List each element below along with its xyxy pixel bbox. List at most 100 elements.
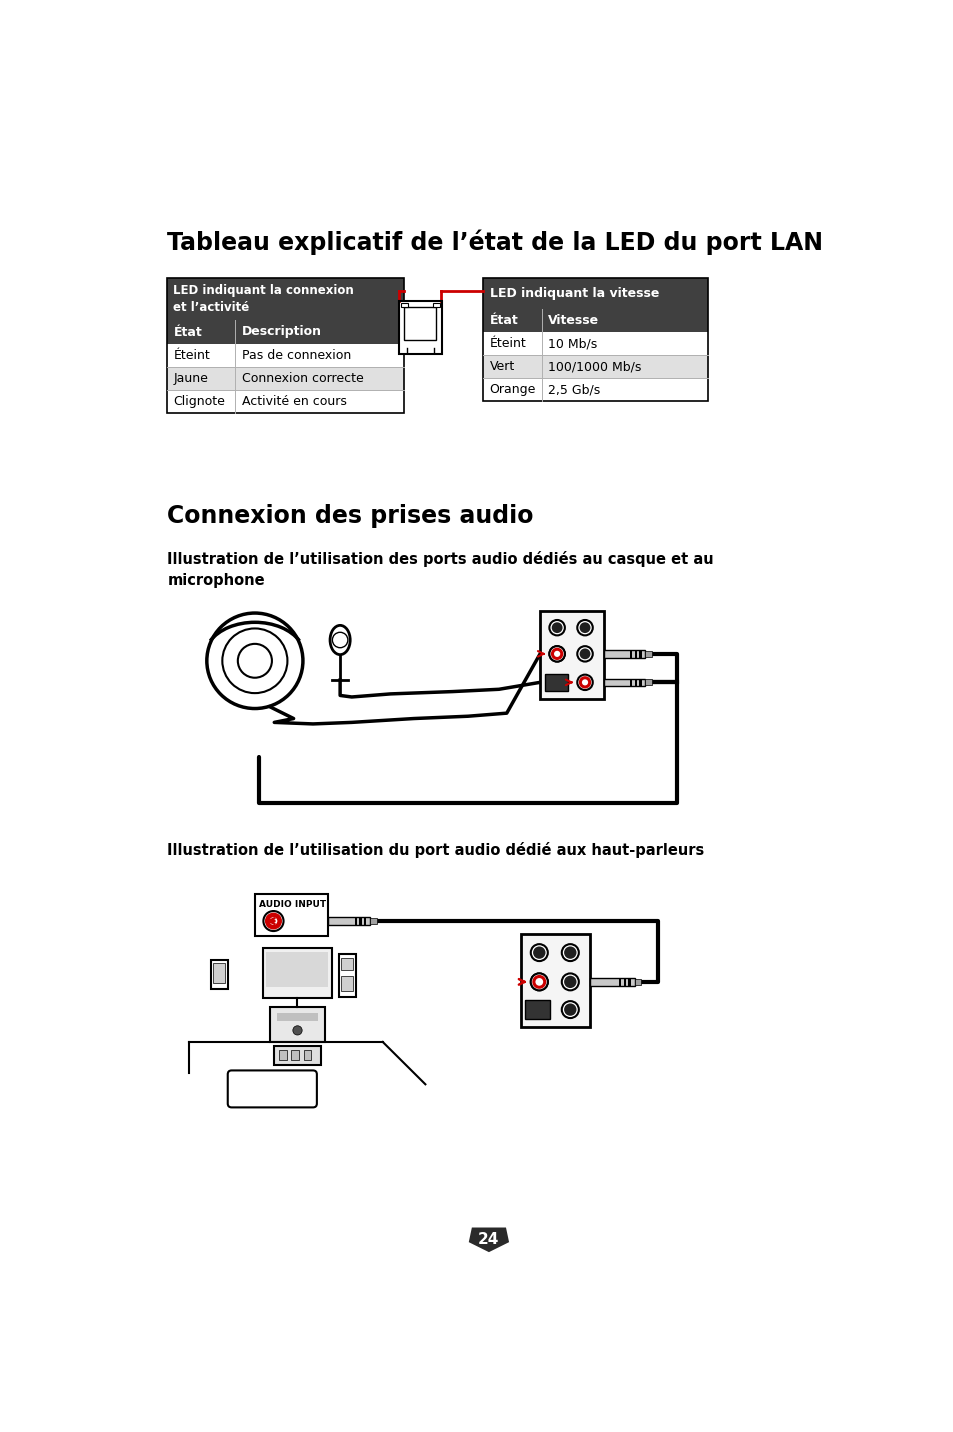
Circle shape [530, 974, 547, 991]
Ellipse shape [330, 626, 350, 654]
Text: AUDIO INPUT: AUDIO INPUT [258, 901, 326, 909]
Bar [167, 390, 403, 412]
Text: Tableau explicatif de l’état de la LED du port LAN: Tableau explicatif de l’état de la LED d… [167, 229, 822, 255]
Bar [291, 1051, 298, 1060]
Circle shape [577, 646, 592, 662]
Bar [355, 918, 356, 925]
Text: LED indiquant la vitesse: LED indiquant la vitesse [489, 286, 659, 299]
Text: 24: 24 [477, 1232, 499, 1247]
Text: Illustration de l’utilisation des ports audio dédiés au casque et au
microphone: Illustration de l’utilisation des ports … [167, 551, 713, 587]
Bar [634, 979, 640, 985]
Circle shape [554, 650, 559, 657]
Bar [483, 332, 707, 355]
Circle shape [551, 623, 562, 633]
Circle shape [579, 649, 590, 659]
Circle shape [581, 679, 587, 686]
Circle shape [561, 944, 578, 961]
Circle shape [563, 975, 576, 988]
Bar [590, 978, 634, 985]
Circle shape [578, 676, 591, 689]
Bar [623, 978, 625, 985]
Bar [539, 610, 603, 699]
Circle shape [530, 944, 547, 961]
Bar [544, 674, 567, 690]
Text: État: État [489, 314, 517, 326]
Text: Orange: Orange [489, 384, 536, 397]
Bar [539, 610, 603, 699]
Circle shape [563, 1004, 576, 1015]
Text: LED indiquant la connexion
et l’activité: LED indiquant la connexion et l’activité [173, 285, 354, 314]
Bar [398, 301, 441, 354]
Bar [266, 952, 328, 987]
Text: Vitesse: Vitesse [547, 314, 598, 326]
Bar [634, 650, 637, 657]
Circle shape [561, 1001, 578, 1018]
Text: Vert: Vert [489, 361, 515, 374]
Bar [340, 958, 353, 969]
Circle shape [533, 975, 545, 988]
Bar [276, 1014, 318, 1021]
Text: État: État [173, 325, 202, 338]
Text: Pas de connexion: Pas de connexion [241, 348, 351, 362]
Bar [433, 302, 439, 308]
Bar [400, 302, 407, 308]
Bar [544, 674, 567, 690]
Bar [274, 1045, 320, 1065]
Circle shape [549, 646, 564, 662]
Circle shape [577, 674, 592, 690]
FancyBboxPatch shape [228, 1071, 316, 1107]
Bar [213, 964, 225, 982]
Bar [338, 954, 355, 997]
Circle shape [579, 623, 590, 633]
Circle shape [535, 978, 542, 985]
Bar [525, 1001, 550, 1018]
Bar [433, 302, 439, 308]
Circle shape [238, 644, 271, 677]
Bar [483, 278, 707, 401]
Bar [603, 650, 645, 657]
Circle shape [532, 975, 546, 990]
Text: 10 Mb/s: 10 Mb/s [547, 337, 597, 349]
Text: Éteint: Éteint [173, 348, 210, 362]
Text: Éteint: Éteint [489, 337, 526, 349]
Bar [483, 355, 707, 378]
Text: Connexion correcte: Connexion correcte [241, 372, 363, 385]
Circle shape [577, 620, 592, 636]
Bar [278, 1051, 286, 1060]
Circle shape [530, 974, 547, 991]
Bar [400, 302, 407, 308]
Bar [262, 948, 332, 998]
Bar [274, 1045, 320, 1065]
Bar [303, 1051, 311, 1060]
Bar [628, 978, 630, 985]
Text: Description: Description [241, 325, 321, 338]
Bar [398, 301, 441, 354]
Bar [370, 918, 376, 924]
Bar [254, 894, 328, 937]
Bar [364, 918, 366, 925]
Bar [404, 306, 436, 341]
Circle shape [549, 620, 564, 636]
Bar [603, 679, 645, 686]
Bar [520, 934, 590, 1027]
Bar [167, 344, 403, 367]
Bar [167, 278, 403, 412]
Circle shape [561, 974, 578, 991]
Bar [618, 978, 620, 985]
Bar [520, 934, 590, 1027]
Text: Activité en cours: Activité en cours [241, 395, 346, 408]
Bar [483, 278, 707, 309]
Circle shape [263, 911, 283, 931]
Bar [483, 378, 707, 401]
Circle shape [549, 646, 564, 662]
Circle shape [550, 647, 562, 660]
Bar [167, 321, 403, 344]
Circle shape [563, 947, 576, 959]
Bar [328, 918, 370, 925]
Bar [211, 959, 228, 990]
Circle shape [270, 918, 277, 925]
Bar [634, 679, 637, 686]
Polygon shape [468, 1227, 509, 1252]
Bar [645, 650, 651, 657]
Bar [629, 679, 632, 686]
